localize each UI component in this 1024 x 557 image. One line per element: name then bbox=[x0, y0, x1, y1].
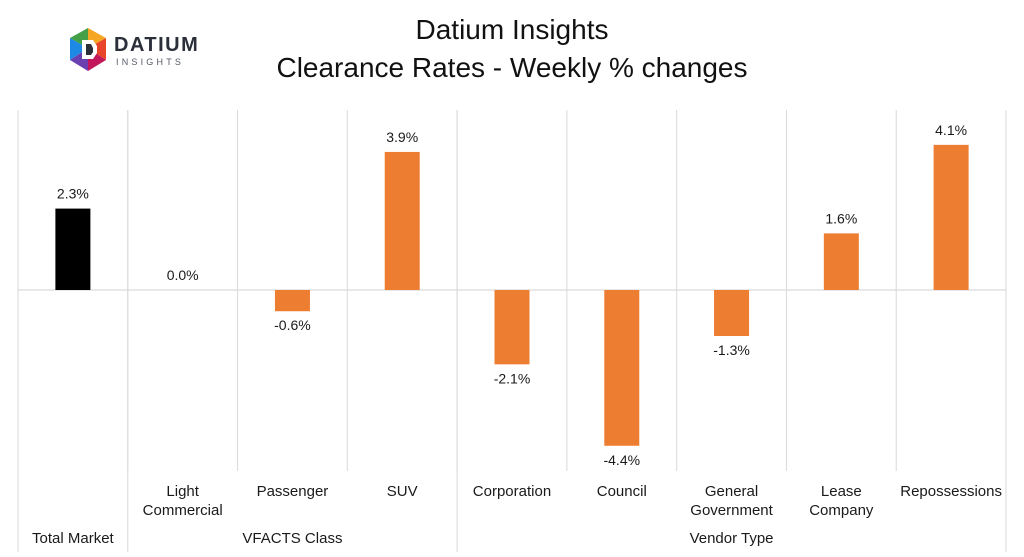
chart-title: Datium Insights bbox=[415, 14, 609, 45]
data-label: -4.4% bbox=[603, 452, 640, 468]
category-label: Passenger bbox=[257, 483, 329, 500]
category-label: Commercial bbox=[143, 502, 223, 519]
logo-subtext: INSIGHTS bbox=[116, 57, 185, 67]
group-label: Vendor Type bbox=[690, 530, 774, 547]
bar bbox=[494, 290, 530, 365]
bar bbox=[714, 290, 750, 337]
bar bbox=[55, 208, 91, 290]
group-label: Total Market bbox=[32, 530, 115, 547]
data-label: -1.3% bbox=[713, 342, 750, 358]
bar bbox=[933, 144, 969, 290]
data-label: 3.9% bbox=[386, 129, 418, 145]
category-label: Lease bbox=[821, 483, 862, 500]
datium-logo: DATIUM INSIGHTS bbox=[66, 26, 206, 76]
category-label: Council bbox=[597, 483, 647, 500]
category-label: Company bbox=[809, 502, 874, 519]
category-label: Light bbox=[166, 483, 199, 500]
datium-hexagon-icon bbox=[70, 28, 106, 71]
category-label: General bbox=[705, 483, 758, 500]
data-label: 4.1% bbox=[935, 122, 967, 138]
data-label: 1.6% bbox=[825, 210, 857, 226]
bar bbox=[274, 290, 310, 312]
group-label: VFACTS Class bbox=[242, 530, 342, 547]
category-label: Corporation bbox=[473, 483, 551, 500]
chart-subtitle: Clearance Rates - Weekly % changes bbox=[276, 52, 748, 83]
category-label: Government bbox=[690, 502, 773, 519]
bar bbox=[384, 151, 420, 290]
category-label: Repossessions bbox=[900, 483, 1002, 500]
data-label: 2.3% bbox=[57, 186, 89, 202]
category-label: SUV bbox=[387, 483, 418, 500]
data-label: -2.1% bbox=[494, 370, 531, 386]
logo-wordmark: DATIUM bbox=[114, 34, 200, 56]
data-label: -0.6% bbox=[274, 317, 311, 333]
bar bbox=[823, 233, 859, 290]
bar bbox=[604, 290, 640, 446]
data-label: 0.0% bbox=[167, 267, 199, 283]
